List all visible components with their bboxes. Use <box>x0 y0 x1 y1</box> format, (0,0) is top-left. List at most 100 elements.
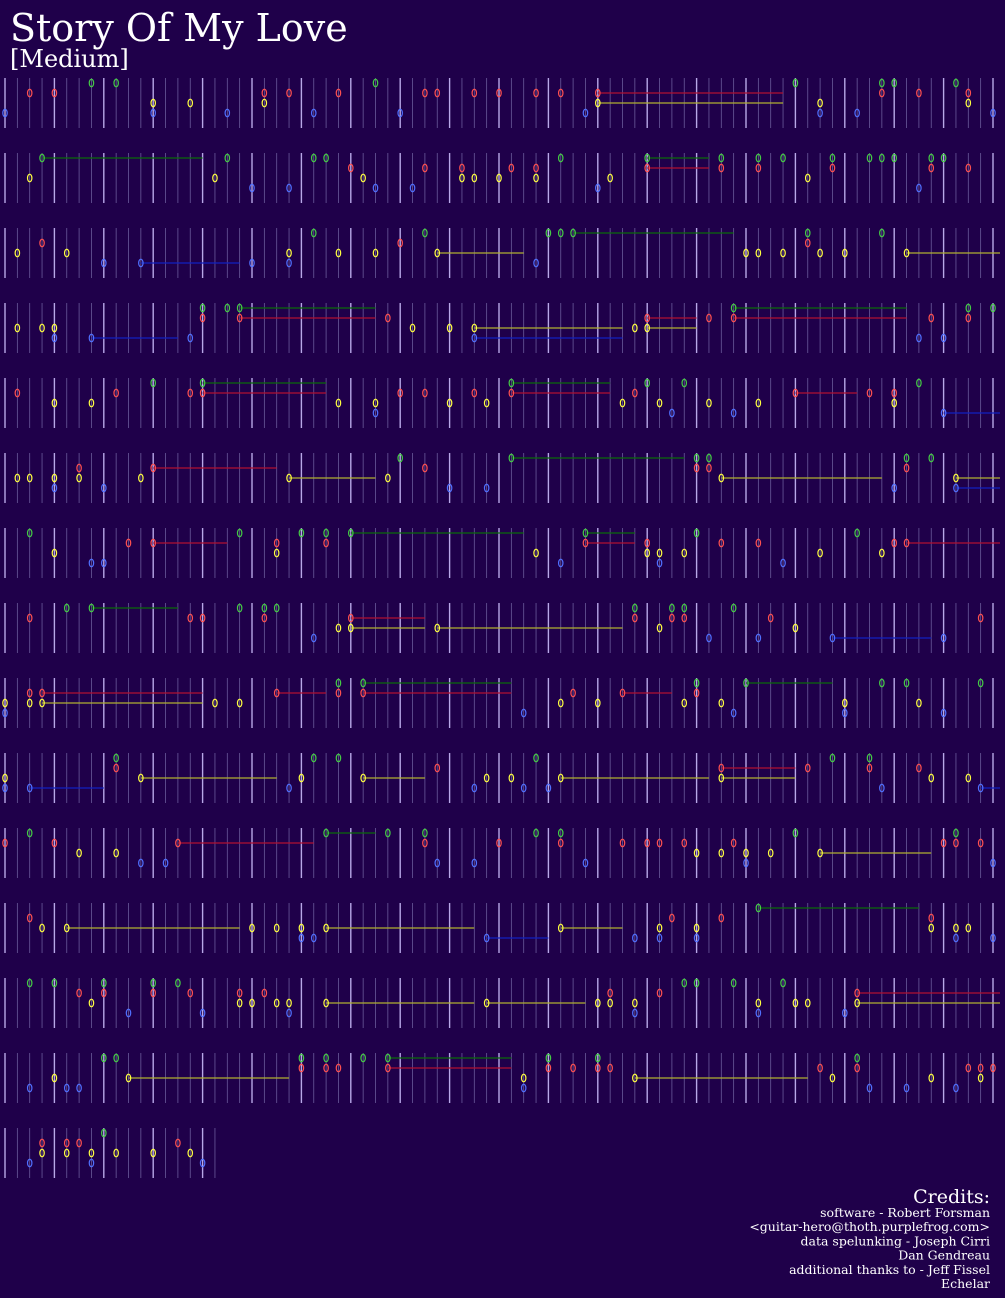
note <box>755 538 762 548</box>
note <box>150 98 157 108</box>
note <box>26 528 33 538</box>
note <box>953 473 959 483</box>
note <box>286 88 292 98</box>
note <box>891 153 898 163</box>
note <box>422 838 428 848</box>
note <box>891 398 898 408</box>
note <box>150 463 157 473</box>
note <box>471 173 478 183</box>
note <box>409 183 416 193</box>
note <box>51 398 58 408</box>
note <box>953 838 959 848</box>
note <box>310 108 317 118</box>
note <box>298 933 305 943</box>
note <box>953 933 959 943</box>
note <box>434 763 441 773</box>
note <box>718 538 725 548</box>
note <box>693 453 700 463</box>
note <box>718 698 725 708</box>
note <box>101 1128 107 1138</box>
note <box>965 98 972 108</box>
note <box>138 258 144 268</box>
note <box>656 933 663 943</box>
note <box>2 838 8 848</box>
note <box>14 388 21 398</box>
note <box>372 78 379 88</box>
note <box>273 688 280 698</box>
note <box>26 828 33 838</box>
note <box>76 473 82 483</box>
note <box>76 848 82 858</box>
note <box>854 528 860 538</box>
note <box>51 548 58 558</box>
note <box>953 828 959 838</box>
note <box>199 388 206 398</box>
note <box>434 88 441 98</box>
note <box>928 313 935 323</box>
note <box>397 238 404 248</box>
note <box>496 173 502 183</box>
difficulty: [Medium] <box>10 45 129 73</box>
note <box>879 678 885 688</box>
note <box>965 923 972 933</box>
note <box>286 248 292 258</box>
note <box>249 183 255 193</box>
note <box>891 78 898 88</box>
note <box>224 153 231 163</box>
note <box>644 838 651 848</box>
note <box>644 378 651 388</box>
note <box>533 828 539 838</box>
note <box>360 1053 366 1063</box>
note <box>101 258 107 268</box>
credits-line: data spelunking - Joseph Cirri <box>801 1233 991 1248</box>
note <box>298 528 305 538</box>
note <box>323 1063 329 1073</box>
note <box>903 463 910 473</box>
note <box>63 1138 70 1148</box>
note <box>273 923 280 933</box>
note <box>397 388 404 398</box>
note <box>187 988 194 998</box>
note <box>360 173 366 183</box>
note <box>928 453 935 463</box>
note <box>829 153 836 163</box>
credits-line: <guitar-hero@thoth.purplefrog.com> <box>749 1219 990 1234</box>
note <box>545 1053 552 1063</box>
note <box>557 698 564 708</box>
note <box>743 848 749 858</box>
note <box>928 1073 935 1083</box>
note <box>26 698 33 708</box>
note <box>236 528 243 538</box>
note <box>866 763 873 773</box>
note <box>347 163 354 173</box>
note <box>397 108 404 118</box>
note <box>854 1053 860 1063</box>
note <box>533 163 539 173</box>
note <box>829 1073 836 1083</box>
note <box>582 528 589 538</box>
note <box>372 398 379 408</box>
note <box>619 398 626 408</box>
note <box>557 558 564 568</box>
note <box>26 688 33 698</box>
note <box>63 248 70 258</box>
note <box>422 88 428 98</box>
note <box>310 228 317 238</box>
note <box>817 98 823 108</box>
note <box>854 998 860 1008</box>
note <box>39 1148 45 1158</box>
note <box>150 1148 157 1158</box>
note <box>2 108 8 118</box>
note <box>236 988 243 998</box>
note <box>508 378 515 388</box>
note <box>755 1008 762 1018</box>
note <box>138 773 144 783</box>
note <box>26 1158 33 1168</box>
note <box>335 248 342 258</box>
note <box>755 163 762 173</box>
note <box>829 633 836 643</box>
note <box>310 153 317 163</box>
note-chart <box>2 78 1000 1178</box>
credits: Credits: software - Robert Forsman<guita… <box>749 1186 990 1291</box>
note <box>51 473 58 483</box>
